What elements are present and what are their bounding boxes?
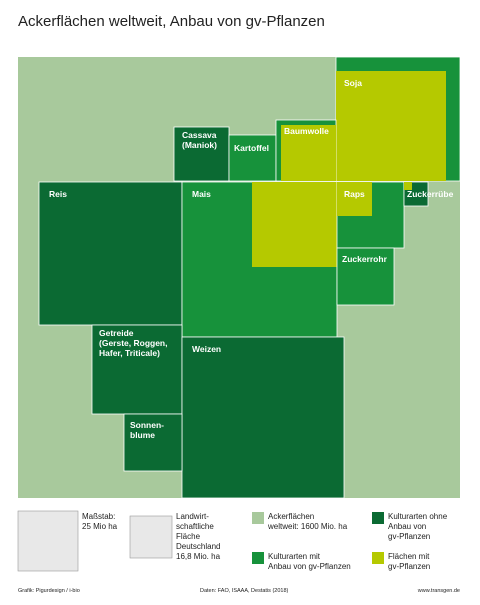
legend-label: Kulturarten mit — [268, 552, 321, 561]
crop-label: Zuckerrohr — [342, 254, 388, 264]
crop-labels: Soja Cassava(Maniok) Kartoffel Baumwolle Rei… — [49, 78, 454, 440]
crop-label: Zuckerrübe — [407, 189, 454, 199]
sonnenblume — [123, 413, 183, 472]
legend-swatch — [372, 512, 384, 524]
zuckerruebe-gv — [404, 182, 412, 190]
germany-label: schaftliche — [176, 522, 214, 531]
crop-label: (Maniok) — [182, 140, 217, 150]
crop-label: Soja — [344, 78, 362, 88]
crop-label: blume — [130, 430, 155, 440]
credit: Grafik: Pigurdesign / i-bio — [18, 588, 80, 594]
kartoffel — [228, 134, 277, 182]
crop-label: Reis — [49, 189, 67, 199]
legend-swatch — [252, 552, 264, 564]
legend-label: Anbau von — [388, 522, 426, 531]
scale-box — [17, 510, 79, 572]
germany-label: Landwirt- — [176, 512, 209, 521]
germany-label: Fläche — [176, 532, 201, 541]
crop-label: (Gerste, Roggen, — [99, 338, 167, 348]
crop-label: Raps — [344, 189, 365, 199]
scale-label: 25 Mio ha — [82, 522, 118, 531]
legend-label: gv-Pflanzen — [388, 532, 430, 541]
weizen — [181, 336, 345, 499]
legend-label: Flächen mit — [388, 552, 430, 561]
legend-swatch — [252, 512, 264, 524]
zuckerrohr — [336, 247, 395, 306]
germany-label: 16,8 Mio. ha — [176, 552, 221, 561]
crop-label: Getreide — [99, 328, 134, 338]
raps-gv — [337, 182, 372, 216]
url: www.transgen.de — [417, 588, 460, 594]
legend-label: Kulturarten ohne — [388, 512, 448, 521]
crop-label: Mais — [192, 189, 211, 199]
scale-label: Maßstab: — [82, 512, 115, 521]
legend-label: Ackerflächen — [268, 512, 314, 521]
crop-label: Sonnen- — [130, 420, 164, 430]
legend-label: weltweit: 1600 Mio. ha — [267, 522, 348, 531]
reis — [38, 181, 183, 326]
baumwolle-gv — [281, 125, 336, 181]
source: Daten: FAO, ISAAA, Destatis (2018) — [200, 588, 289, 594]
crop-label: Hafer, Triticale) — [99, 348, 160, 358]
legend: Maßstab:25 Mio haLandwirt-schaftlicheFlä… — [82, 512, 448, 571]
germany-label: Deutschland — [176, 542, 220, 551]
mais-gv — [252, 182, 337, 267]
crop-label: Baumwolle — [284, 126, 329, 136]
legend-label: Anbau von gv-Pflanzen — [268, 562, 351, 571]
legend-swatch — [372, 552, 384, 564]
soja-gv — [336, 71, 446, 181]
legend-label: gv-Pflanzen — [388, 562, 430, 571]
crop-label: Weizen — [192, 344, 221, 354]
getreide — [91, 324, 183, 415]
germany-box — [129, 515, 173, 559]
crop-label: Kartoffel — [234, 143, 269, 153]
title: Ackerflächen weltweit, Anbau von gv-Pfla… — [18, 13, 325, 30]
crop-label: Cassava — [182, 130, 217, 140]
